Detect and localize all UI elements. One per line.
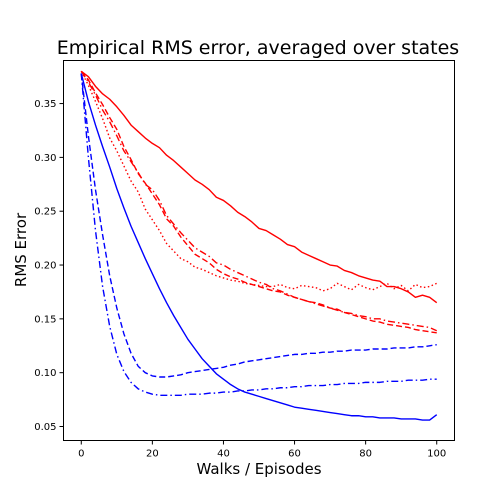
x-tick-label: 60 xyxy=(288,449,301,460)
y-tick-label: 0.15 xyxy=(34,314,56,325)
x-tick-label: 40 xyxy=(217,449,230,460)
series-line-3 xyxy=(80,70,437,334)
x-tick-label: 100 xyxy=(427,449,446,460)
y-tick-label: 0.25 xyxy=(34,207,56,218)
y-tick-label: 0.10 xyxy=(34,368,56,379)
series-line-1 xyxy=(80,70,438,304)
x-tick-label: 80 xyxy=(359,449,372,460)
y-tick-label: 0.30 xyxy=(34,153,56,164)
x-axis-label: Walks / Episodes xyxy=(196,460,321,478)
chart-title: Empirical RMS error, averaged over state… xyxy=(57,37,459,59)
plot-frame xyxy=(63,60,455,441)
series-line-4 xyxy=(80,70,438,292)
y-tick-label: 0.05 xyxy=(34,422,56,433)
series-line-2 xyxy=(80,70,438,332)
x-tick-label: 0 xyxy=(78,449,84,460)
y-axis-label: RMS Error xyxy=(12,212,30,287)
x-tick-label: 20 xyxy=(146,449,159,460)
y-tick-label: 0.20 xyxy=(34,261,56,272)
series-line-7 xyxy=(80,73,437,396)
y-tick-label: 0.35 xyxy=(34,99,56,110)
plot-series xyxy=(80,70,438,421)
series-line-5 xyxy=(80,73,438,421)
x-axis: 0 20 40 60 80 100 xyxy=(78,440,446,460)
y-axis: 0.05 0.10 0.15 0.20 0.25 0.30 0.35 xyxy=(34,99,64,433)
series-line-6 xyxy=(80,73,437,378)
